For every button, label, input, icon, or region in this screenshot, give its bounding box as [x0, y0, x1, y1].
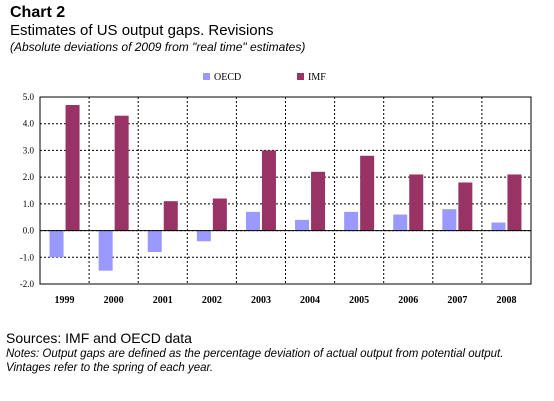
bar-imf-1999	[65, 105, 80, 231]
chart-label: Chart 2	[10, 4, 66, 21]
y-tick-label: -1.0	[20, 252, 35, 262]
x-tick-label: 2001	[153, 295, 173, 306]
x-tick-label: 2005	[349, 295, 369, 306]
bar-oecd-2004	[295, 219, 310, 231]
legend-swatch-imf	[297, 73, 304, 80]
y-tick-label: 5.0	[23, 92, 35, 102]
plot-area	[39, 96, 532, 285]
legend-swatch-oecd	[203, 73, 210, 80]
bar-imf-2003	[261, 150, 276, 231]
bar-oecd-2007	[442, 209, 457, 231]
bar-oecd-2006	[393, 214, 408, 231]
bar-oecd-1999	[49, 230, 64, 258]
x-tick-label: 2007	[447, 295, 467, 306]
x-tick-label: 2006	[398, 295, 418, 306]
bar-oecd-2005	[344, 211, 359, 231]
x-tick-label: 2000	[104, 295, 124, 306]
x-tick-label: 1999	[55, 295, 75, 306]
chart-subtitle: (Absolute deviations of 2009 from "real …	[10, 40, 306, 54]
bar-imf-2006	[409, 174, 424, 231]
bar-oecd-2008	[491, 222, 506, 231]
y-tick-label: -2.0	[20, 279, 35, 289]
y-tick-label: 3.0	[23, 145, 35, 155]
x-tick-label: 2008	[496, 295, 516, 306]
bar-chart: -2.0 -1.0 0.0 1.0 2.0 3.0 4.0 5.0 1999 2000 2001 20…	[20, 72, 532, 306]
bar-imf-2000	[114, 115, 129, 231]
y-tick-label: 0.0	[23, 226, 35, 236]
y-tick-label: 1.0	[23, 199, 35, 209]
x-tick-label: 2004	[300, 295, 320, 306]
bar-oecd-2001	[147, 230, 162, 252]
sources-text: Sources: IMF and OECD data	[6, 330, 192, 346]
bar-imf-2008	[507, 174, 522, 231]
x-tick-label: 2002	[202, 295, 222, 306]
notes-text: Notes: Output gaps are defined as the pe…	[6, 348, 504, 374]
bar-oecd-2003	[245, 211, 260, 231]
bar-imf-2007	[458, 182, 473, 231]
legend-label-oecd: OECD	[214, 72, 241, 83]
bar-imf-2001	[163, 201, 178, 231]
legend-label-imf: IMF	[308, 72, 326, 83]
bar-imf-2005	[360, 155, 375, 231]
bar-imf-2002	[212, 198, 227, 231]
chart-title: Estimates of US output gaps. Revisions	[10, 22, 274, 39]
y-tick-label: 2.0	[23, 172, 35, 182]
bar-oecd-2002	[196, 230, 211, 242]
y-tick-label: 4.0	[23, 119, 35, 129]
x-tick-label: 2003	[251, 295, 271, 306]
bar-imf-2004	[311, 171, 326, 231]
bar-oecd-2000	[98, 230, 113, 271]
